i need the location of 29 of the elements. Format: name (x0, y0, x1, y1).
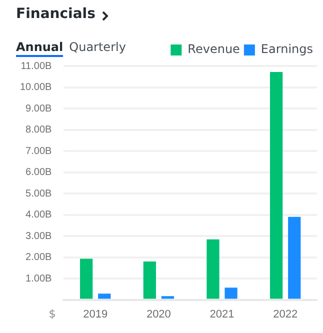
y-tick-label: 7.00B (26, 146, 52, 157)
bar (143, 262, 156, 299)
bar (288, 216, 301, 299)
y-tick-label: 4.00B (26, 210, 52, 221)
bar (98, 294, 111, 299)
y-tick-label: 9.00B (26, 103, 52, 114)
y-tick-label: 11.00B (20, 60, 52, 72)
y-tick-label: 8.00B (26, 124, 52, 136)
bar (224, 288, 238, 299)
bar (270, 72, 283, 299)
bar (80, 258, 93, 299)
x-tick-label: 2021 (210, 308, 234, 320)
y-tick-label: 5.00B (26, 188, 52, 200)
x-tick-label: 2022 (273, 308, 298, 320)
legend-label: Earnings (260, 42, 314, 56)
y-tick-label: 1.00B (26, 273, 52, 284)
y-tick-label: 2.00B (26, 252, 52, 264)
y-axis-title: $ (48, 308, 56, 321)
x-tick-label: 2019 (83, 308, 108, 320)
bar (161, 296, 174, 299)
y-tick-label: 10.00B (20, 82, 52, 94)
y-tick-label: 6.00B (26, 167, 52, 178)
y-tick-label: 3.00B (26, 230, 52, 242)
legend-label: Revenue (188, 42, 240, 56)
chart-title: Financials (16, 6, 96, 22)
x-tick-label: 2020 (146, 308, 171, 320)
text: Quarterly (69, 40, 126, 56)
bar (206, 239, 220, 299)
text: Annual (16, 40, 64, 57)
